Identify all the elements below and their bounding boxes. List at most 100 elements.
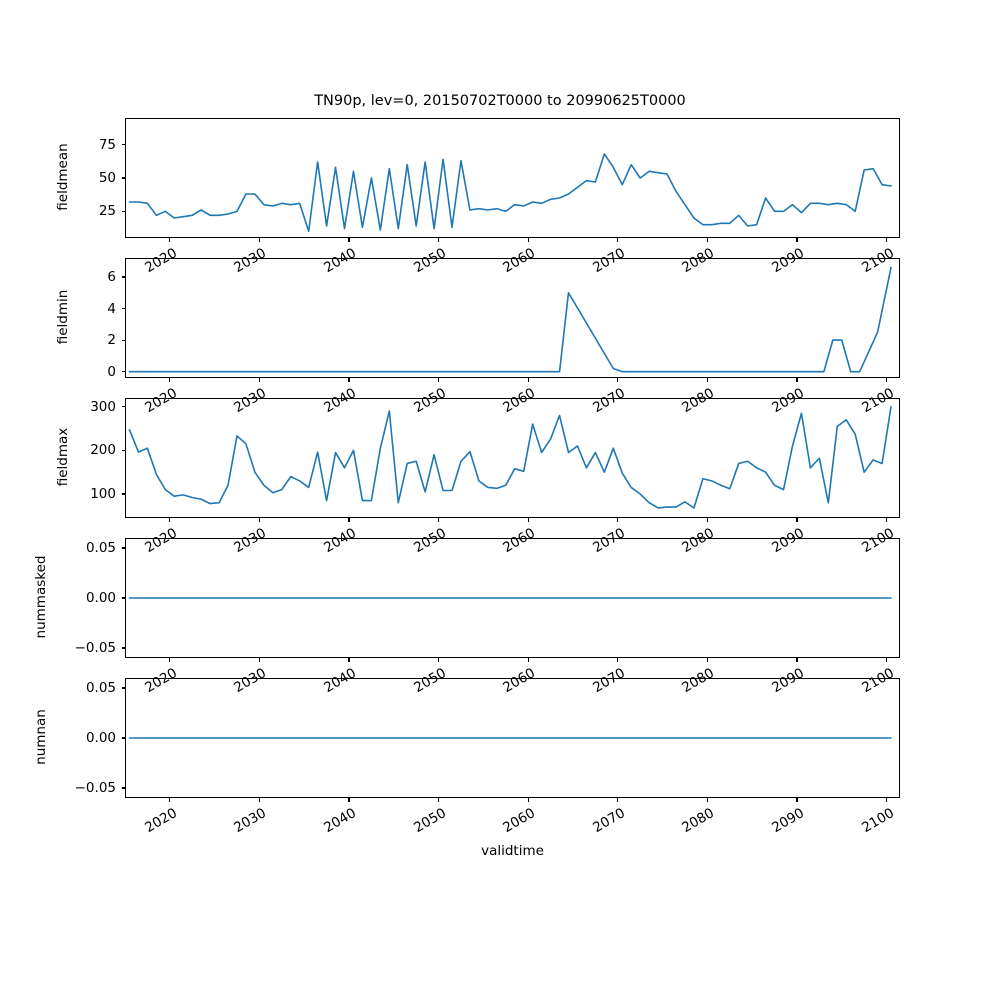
y-tick-mark bbox=[121, 493, 125, 495]
x-tick-mark bbox=[796, 658, 798, 662]
data-line-fieldmin bbox=[128, 266, 892, 373]
y-tick-mark bbox=[121, 210, 125, 212]
y-axis-label-fieldmax: fieldmax bbox=[55, 427, 71, 487]
x-tick-mark bbox=[617, 658, 619, 662]
x-tick-mark bbox=[796, 238, 798, 242]
y-tick-mark bbox=[121, 177, 125, 179]
series-path bbox=[128, 153, 892, 233]
x-tick-mark bbox=[796, 798, 798, 802]
x-tick-mark bbox=[527, 238, 529, 242]
x-tick-mark bbox=[527, 658, 529, 662]
x-tick-mark bbox=[527, 378, 529, 382]
y-tick-mark bbox=[121, 547, 125, 549]
x-tick-mark bbox=[258, 658, 260, 662]
y-tick-label: 4 bbox=[107, 300, 116, 317]
y-tick-label: 2 bbox=[107, 332, 116, 349]
y-tick-label: 0.00 bbox=[85, 730, 116, 746]
x-tick-mark bbox=[885, 518, 888, 522]
axes-frame bbox=[125, 258, 900, 378]
y-tick-label: 0 bbox=[107, 363, 116, 380]
x-tick-mark bbox=[348, 238, 350, 242]
y-axis-label-nummasked: nummasked bbox=[33, 555, 49, 639]
data-line-nummasked bbox=[128, 597, 892, 599]
y-tick-mark bbox=[121, 339, 125, 341]
x-tick-mark bbox=[885, 798, 888, 802]
x-tick-label: 2070 bbox=[590, 805, 628, 837]
series-path bbox=[128, 266, 892, 373]
y-tick-mark bbox=[121, 597, 125, 599]
x-tick-mark bbox=[437, 378, 440, 382]
x-tick-mark bbox=[885, 238, 888, 242]
y-tick-mark bbox=[121, 371, 125, 373]
subplot-fieldmax: 100 200 300 fieldmax 2020 2030 2040 2050 2060 207… bbox=[55, 398, 900, 556]
x-tick-label: 2020 bbox=[142, 805, 180, 837]
x-tick-mark bbox=[706, 238, 708, 242]
x-tick-mark bbox=[527, 798, 529, 802]
y-tick-mark bbox=[121, 449, 125, 451]
x-tick-mark bbox=[169, 378, 171, 382]
x-tick-mark bbox=[169, 518, 171, 522]
x-tick-mark bbox=[527, 518, 529, 522]
y-axis-label-fieldmean: fieldmean bbox=[55, 143, 71, 211]
y-tick-label: 0.00 bbox=[85, 590, 116, 606]
x-tick-label: 2090 bbox=[769, 805, 807, 837]
y-tick-label: 75 bbox=[98, 136, 116, 153]
x-tick-mark bbox=[169, 238, 171, 242]
x-tick-label: 2080 bbox=[679, 805, 718, 837]
x-tick-mark bbox=[348, 518, 350, 522]
y-tick-label: −0.05 bbox=[74, 640, 116, 656]
figure-title: TN90p, lev=0, 20150702T0000 to 20990625T… bbox=[314, 93, 686, 109]
axes-frame bbox=[125, 398, 900, 518]
x-tick-label: 2050 bbox=[410, 805, 449, 837]
y-tick-mark bbox=[121, 687, 125, 689]
y-tick-mark bbox=[121, 737, 125, 739]
x-tick-mark bbox=[437, 658, 440, 662]
subplot-nummasked: −0.05 0.00 0.05 nummasked 2020 2030 2040 2050 20… bbox=[33, 538, 900, 696]
y-tick-mark bbox=[121, 406, 125, 408]
x-tick-mark bbox=[885, 658, 888, 662]
y-tick-mark bbox=[121, 144, 125, 146]
x-tick-mark bbox=[706, 518, 708, 522]
y-tick-label: 0.05 bbox=[85, 540, 116, 556]
y-tick-label: 50 bbox=[98, 170, 116, 186]
x-tick-mark bbox=[169, 798, 171, 802]
y-axis-label-numnan: numnan bbox=[33, 709, 49, 765]
x-tick-mark bbox=[796, 518, 798, 522]
y-tick-mark bbox=[121, 276, 125, 278]
x-tick-mark bbox=[617, 238, 619, 242]
x-tick-mark bbox=[348, 378, 350, 382]
x-tick-mark bbox=[706, 798, 708, 802]
y-tick-label: 200 bbox=[90, 442, 116, 459]
y-tick-mark bbox=[121, 787, 125, 789]
x-tick-mark bbox=[706, 378, 708, 382]
x-tick-mark bbox=[437, 798, 440, 802]
x-tick-mark bbox=[348, 658, 350, 662]
x-tick-mark bbox=[706, 658, 708, 662]
x-tick-mark bbox=[437, 518, 440, 522]
x-tick-mark bbox=[617, 378, 619, 382]
subplot-numnan: −0.05 0.00 0.05 numnan 2020 2030 2040 2050 2060 2… bbox=[33, 678, 900, 836]
y-tick-label: 300 bbox=[90, 398, 116, 415]
axes-frame bbox=[125, 538, 900, 658]
x-tick-mark bbox=[258, 378, 260, 382]
y-tick-mark bbox=[121, 307, 125, 310]
subplot-fieldmean: 25 50 75 fieldmean 2020 2030 2040 2050 2060 2070 2… bbox=[55, 118, 900, 276]
axes-frame bbox=[125, 118, 900, 238]
axes-frame bbox=[125, 678, 900, 798]
y-axis-label-fieldmin: fieldmin bbox=[55, 289, 71, 345]
x-tick-mark bbox=[796, 378, 798, 382]
y-tick-label: 25 bbox=[98, 203, 116, 220]
data-line-fieldmean bbox=[128, 153, 892, 233]
series-path bbox=[128, 405, 892, 509]
x-tick-mark bbox=[437, 238, 440, 242]
x-tick-label: 2040 bbox=[321, 805, 359, 837]
y-tick-label: −0.05 bbox=[74, 780, 116, 796]
x-tick-mark bbox=[169, 658, 171, 662]
x-tick-label: 2100 bbox=[858, 805, 897, 837]
x-tick-label: 2060 bbox=[500, 805, 539, 837]
x-tick-mark bbox=[348, 798, 350, 802]
x-tick-mark bbox=[258, 798, 260, 802]
y-tick-mark bbox=[121, 647, 125, 649]
y-tick-label: 6 bbox=[107, 268, 116, 285]
